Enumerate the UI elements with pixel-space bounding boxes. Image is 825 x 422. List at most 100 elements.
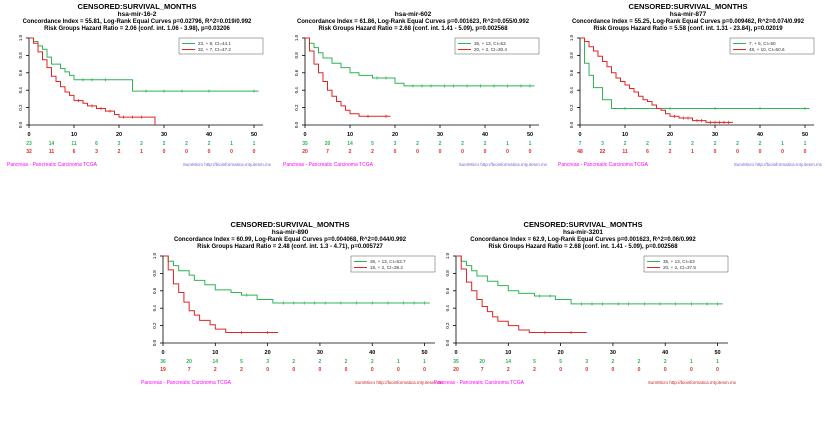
svg-text:0: 0 (690, 367, 693, 373)
svg-text:0.4: 0.4 (445, 305, 450, 312)
at-risk-row-low: 35 20 14 5 3 2 2 2 2 1 1 (302, 141, 531, 147)
svg-text:7: 7 (326, 149, 329, 155)
low-risk-group-censor-marks (538, 294, 720, 306)
svg-text:0: 0 (397, 367, 400, 373)
svg-text:1: 1 (804, 141, 807, 147)
svg-text:2: 2 (319, 359, 322, 365)
svg-text:14: 14 (347, 141, 353, 147)
svg-text:0: 0 (506, 149, 509, 155)
svg-text:10: 10 (212, 350, 218, 356)
at-risk-row-high: 19 7 2 2 0 0 0 0 0 0 0 (160, 367, 426, 373)
svg-text:0: 0 (27, 132, 30, 138)
svg-text:11: 11 (71, 141, 77, 147)
svg-text:2: 2 (345, 359, 348, 365)
svg-text:0.2: 0.2 (569, 104, 574, 111)
svg-text:50: 50 (251, 132, 257, 138)
svg-text:0.0: 0.0 (18, 122, 23, 129)
low-risk-group-curve (305, 37, 535, 87)
svg-text:0: 0 (461, 149, 464, 155)
svg-text:30: 30 (161, 132, 167, 138)
svg-text:20: 20 (392, 132, 398, 138)
svg-text:50: 50 (802, 132, 808, 138)
svg-text:14: 14 (213, 359, 219, 365)
plot-stats-line1: Concordance Index = 62.9, Log-Rank Equal… (470, 236, 696, 243)
svg-text:2: 2 (691, 141, 694, 147)
svg-text:14: 14 (49, 141, 55, 147)
svg-text:5: 5 (371, 141, 374, 147)
svg-text:2: 2 (416, 141, 419, 147)
svg-text:0: 0 (454, 350, 457, 356)
svg-text:5: 5 (559, 359, 562, 365)
svg-text:3: 3 (394, 141, 397, 147)
svg-text:20, + 2, CI=37.5: 20, + 2, CI=37.5 (663, 265, 696, 270)
low-risk-group-censor-marks (623, 107, 807, 111)
svg-text:3: 3 (95, 149, 98, 155)
svg-text:22: 22 (600, 149, 606, 155)
svg-text:1: 1 (691, 149, 694, 155)
svg-text:1.0: 1.0 (445, 253, 450, 260)
high-risk-group-censor-marks (76, 99, 144, 119)
high-risk-group-curve (29, 37, 156, 126)
at-risk-row-low: 7 3 2 2 2 2 2 2 2 1 1 (579, 141, 807, 147)
plot-footer-dataset: Pancreas - Pancreatic Carcinoma TCGA (434, 380, 524, 387)
svg-text:1: 1 (781, 141, 784, 147)
svg-text:40: 40 (369, 350, 375, 356)
plot-stats-line2: Risk Groups Hazard Ratio = 5.58 (conf. i… (593, 25, 783, 32)
svg-text:3: 3 (601, 141, 604, 147)
plot-stats-line1: Concordance Index = 55.81, Log-Rank Equa… (22, 18, 252, 25)
svg-text:0: 0 (612, 367, 615, 373)
low-risk-group-censor-marks (375, 76, 532, 88)
svg-text:20: 20 (302, 149, 308, 155)
svg-text:0.8: 0.8 (569, 52, 574, 59)
svg-text:3: 3 (118, 141, 121, 147)
svg-text:2: 2 (533, 367, 536, 373)
svg-text:50: 50 (527, 132, 533, 138)
km-plot-hsa-mir-602: hsa-mir-602 Concordance Index = 61.86, L… (277, 2, 549, 168)
svg-text:2: 2 (612, 359, 615, 365)
svg-text:7, + 5, CI=50: 7, + 5, CI=50 (749, 41, 776, 46)
high-risk-group-curve (456, 255, 587, 334)
svg-text:10: 10 (505, 350, 511, 356)
svg-text:1: 1 (690, 359, 693, 365)
svg-text:0: 0 (303, 132, 306, 138)
svg-text:6: 6 (73, 149, 76, 155)
plot-footer-dataset: Pancreas - Pancreatic Carcinoma TCGA (141, 380, 231, 387)
at-risk-row-low: 36 20 14 5 3 2 2 2 2 1 1 (160, 359, 426, 365)
svg-text:20: 20 (667, 132, 673, 138)
svg-text:19, + 2, CI=38.2: 19, + 2, CI=38.2 (370, 265, 403, 270)
high-risk-group-censor-marks (239, 331, 270, 335)
svg-text:0: 0 (266, 367, 269, 373)
svg-text:0: 0 (559, 367, 562, 373)
svg-text:20: 20 (479, 359, 485, 365)
svg-text:0.4: 0.4 (18, 87, 23, 94)
svg-text:10: 10 (71, 132, 77, 138)
svg-text:0: 0 (253, 149, 256, 155)
svg-text:6: 6 (95, 141, 98, 147)
svg-text:35, + 13, CI=53: 35, + 13, CI=53 (474, 41, 506, 46)
svg-text:0.6: 0.6 (18, 69, 23, 76)
svg-text:1: 1 (230, 141, 233, 147)
at-risk-row-high: 20 7 2 2 0 0 0 0 0 0 0 (302, 149, 531, 155)
high-risk-group-censor-marks (366, 114, 388, 119)
at-risk-row-high: 20 7 2 2 0 0 0 0 0 0 0 (453, 367, 719, 373)
high-risk-group-censor-marks (543, 331, 573, 335)
svg-text:0: 0 (664, 367, 667, 373)
svg-text:10: 10 (347, 132, 353, 138)
at-risk-row-low: 35 20 14 5 5 3 2 2 2 1 1 (453, 359, 719, 365)
svg-text:2: 2 (349, 149, 352, 155)
svg-text:0: 0 (345, 367, 348, 373)
svg-text:1: 1 (506, 141, 509, 147)
low-risk-group-censor-marks (245, 293, 427, 305)
km-plot-hsa-mir-877: CENSORED:SURVIVAL_MONTHS hsa-mir-877 Con… (552, 2, 824, 168)
svg-text:0: 0 (185, 149, 188, 155)
svg-text:2: 2 (638, 359, 641, 365)
svg-text:0: 0 (423, 367, 426, 373)
svg-text:0: 0 (736, 149, 739, 155)
low-risk-group-censor-marks (81, 78, 256, 93)
svg-text:0: 0 (585, 367, 588, 373)
plot-stats-line2: Risk Groups Hazard Ratio = 2.68 (conf. i… (488, 243, 678, 250)
svg-text:40: 40 (206, 132, 212, 138)
svg-text:0: 0 (394, 149, 397, 155)
